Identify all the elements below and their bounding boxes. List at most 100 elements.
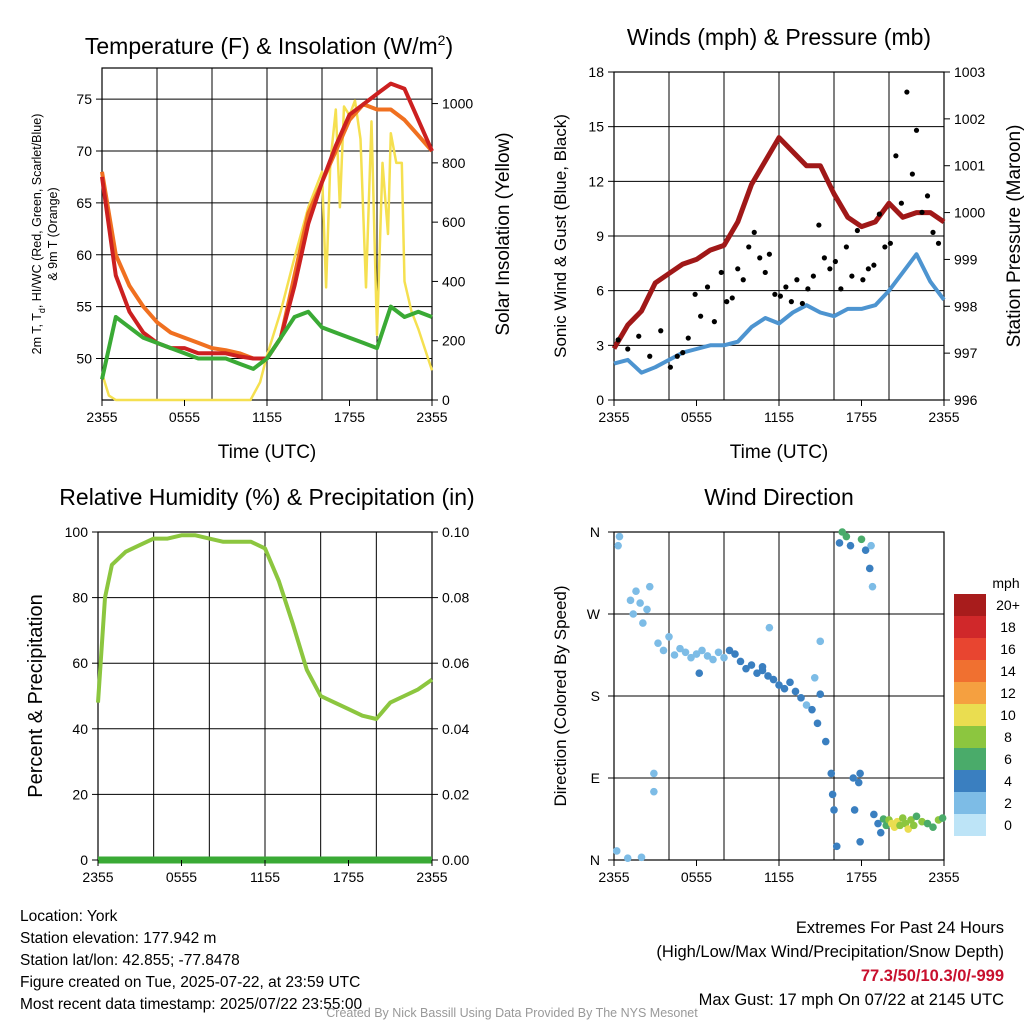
colorbar-swatch [954, 638, 986, 660]
gust-point [924, 193, 931, 199]
gust-point [667, 364, 673, 370]
gust-point [871, 262, 877, 268]
gust-point [816, 222, 822, 228]
direction-point [830, 806, 838, 814]
temperature-title: Temperature (F) & Insolation (W/m2) [85, 32, 453, 59]
direction-point [623, 854, 632, 862]
winds-ylabel: Sonic Wind & Gust (Blue, Black) [551, 114, 570, 358]
series-pressure-line [611, 135, 946, 350]
direction-point [637, 853, 646, 862]
gust-point [919, 209, 925, 215]
dir-ytick-label: N [590, 524, 600, 540]
gust-point [685, 335, 691, 341]
temp-ytick-label: 65 [76, 195, 92, 211]
gust-point [893, 153, 899, 159]
gust-point [698, 313, 704, 319]
direction-point [643, 605, 651, 614]
winds-y2tick-label: 997 [954, 345, 978, 361]
gust-point [766, 251, 772, 257]
extremes-title: Extremes For Past 24 Hours [795, 919, 1004, 937]
temperature-chart: 2355 0555 1155 1755 2355 50 55 60 65 70 75 0 200 400 6… [30, 32, 514, 463]
temp-xtick-label: 1155 [252, 409, 282, 425]
temp-ytick-label: 60 [76, 247, 92, 263]
direction-point [865, 564, 874, 573]
dir-xtick-label: 2355 [598, 869, 629, 885]
direction-point [765, 623, 774, 632]
gust-point [887, 240, 893, 246]
direction-point [665, 632, 673, 641]
dir-ytick-label: N [590, 852, 600, 868]
direction-point [832, 842, 841, 851]
direction-point [615, 532, 624, 541]
gust-point [821, 255, 827, 261]
colorbar-swatch [954, 616, 986, 638]
gust-point [777, 293, 783, 299]
rh-y2tick-label: 0.10 [442, 524, 469, 540]
gust-point [735, 266, 741, 272]
gust-point [810, 273, 816, 279]
direction-point [714, 648, 723, 657]
temp-ytick-label: 75 [76, 91, 92, 107]
direction-point [703, 652, 712, 660]
colorbar-label: 4 [1004, 773, 1012, 789]
winds-y2tick-label: 996 [954, 392, 978, 408]
gust-point [692, 291, 698, 297]
direction-point [808, 705, 816, 714]
gust-point [860, 277, 866, 283]
colorbar-label: 14 [1000, 663, 1016, 679]
gust-point [794, 277, 800, 283]
colorbar-swatch [954, 660, 986, 682]
rh-y2tick-label: 0.00 [442, 852, 469, 868]
winds-y2tick-label: 1001 [954, 158, 985, 174]
rh-y2tick-label: 0.04 [442, 721, 469, 737]
direction-point [636, 599, 644, 607]
direction-point [692, 650, 701, 658]
winds-y2tick-label: 1000 [954, 205, 985, 221]
gust-point [909, 171, 915, 177]
colorbar-label: 0 [1004, 817, 1012, 833]
gust-point [838, 286, 844, 292]
direction-point [645, 582, 654, 591]
direction-point [780, 684, 789, 693]
direction-point [747, 661, 756, 669]
extremes-panel: Extremes For Past 24 Hours (High/Low/Max… [656, 916, 1004, 1012]
colorbar-swatch [954, 594, 986, 616]
direction-point [912, 812, 921, 821]
direction-point [854, 778, 863, 787]
gust-point [711, 319, 717, 325]
dir-xtick-label: 2355 [928, 869, 959, 885]
gust-point [799, 300, 805, 307]
credit-line: Created By Nick Bassill Using Data Provi… [326, 1006, 698, 1020]
winds-xtick-label: 2355 [598, 409, 629, 425]
winds-ytick-label: 6 [596, 283, 604, 299]
direction-point [786, 678, 794, 687]
direction-point [626, 596, 635, 605]
direction-point [695, 669, 704, 678]
gust-point [913, 127, 920, 133]
station-latlon: Station lat/lon: 42.855; -77.8478 [20, 952, 240, 969]
direction-point [742, 664, 750, 673]
humidity-title: Relative Humidity (%) & Precipitation (i… [59, 484, 474, 510]
temperature-y2label: Solar Insolation (Yellow) [493, 132, 514, 335]
colorbar-label: 12 [1000, 685, 1016, 701]
direction-point [909, 821, 918, 830]
direction-point [654, 639, 662, 647]
gust-point [930, 229, 936, 235]
direction-point [720, 653, 728, 662]
series-rh-line [96, 533, 434, 721]
winds-ytick-label: 9 [596, 228, 604, 244]
temp-xtick-label: 1755 [334, 409, 365, 425]
direction-point [632, 587, 640, 596]
direction-point [816, 690, 825, 698]
gust-point [762, 269, 768, 276]
colorbar-swatch [954, 704, 986, 726]
direction-point [904, 825, 913, 833]
temp-y2tick-label: 400 [442, 273, 466, 289]
dir-ytick-label: S [591, 688, 600, 704]
direction-point [842, 532, 851, 541]
figure-created: Figure created on Tue, 2025-07-22, at 23… [20, 974, 361, 991]
winds-y2tick-label: 1003 [954, 64, 985, 80]
direction-point [850, 806, 859, 814]
gust-point [636, 333, 642, 339]
gust-point [740, 277, 746, 283]
